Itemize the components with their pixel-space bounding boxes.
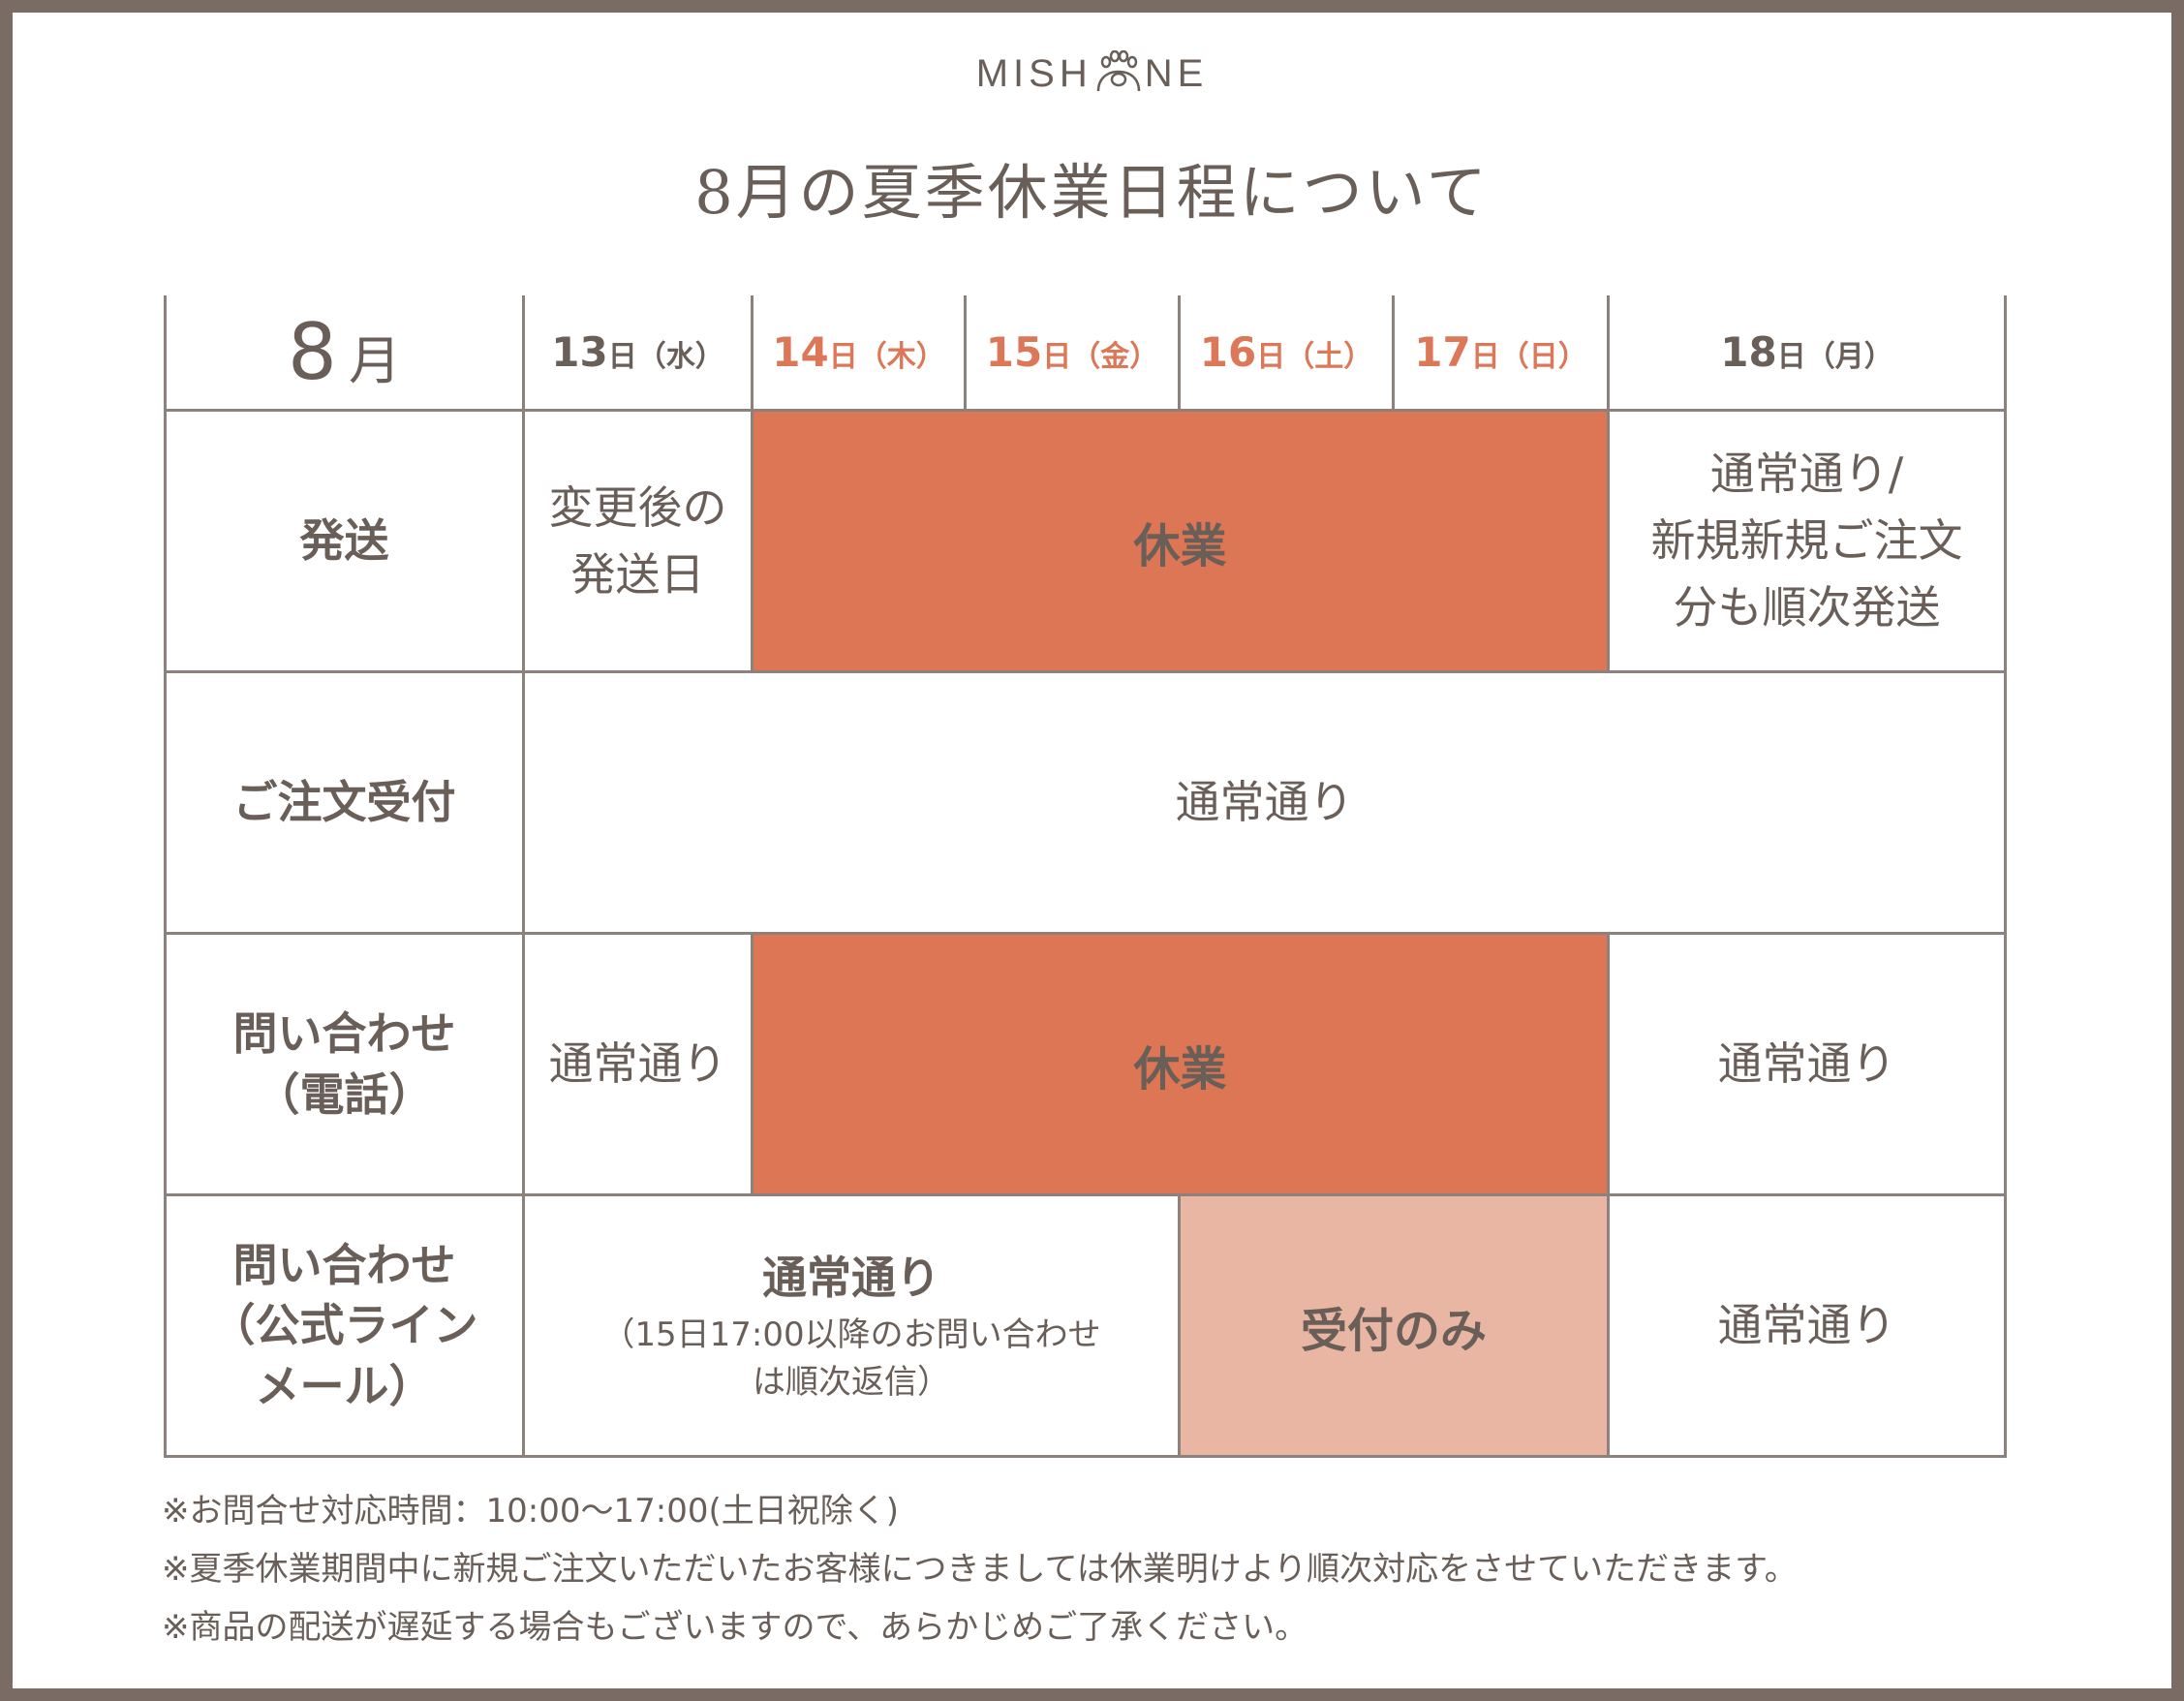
shipping-row: 発送 変更後の 発送日 休業 通常通り/ 新規新規ご注文 分も順次発送 (164, 409, 2007, 673)
day-header-15: 15日（金） (964, 295, 1181, 412)
note-delay: ※商品の配送が遅延する場合もございますので、あらかじめご了承ください。 (162, 1608, 1308, 1647)
note-hours: ※お問合せ対応時間：10:00〜17:00(土日祝除く) (162, 1492, 899, 1531)
line-mail-early-main: 通常通り (762, 1251, 940, 1304)
line-mail-early-sub1: （15日17:00以降のお問い合わせ (601, 1314, 1101, 1354)
day-unit: 日（日） (1470, 340, 1587, 374)
logo-text-left: MISH (975, 51, 1092, 95)
note-new-orders: ※夏季休業期間中に新規ご注文いただいたお客様につきましては休業明けより順次対応を… (162, 1550, 1798, 1589)
day-unit: 日（木） (828, 340, 945, 374)
orders-label: ご注文受付 (164, 670, 525, 935)
shipping-day18-line2: 新規新規ご注文 (1650, 514, 1963, 567)
notes: ※お問合せ対応時間：10:00〜17:00(土日祝除く) ※夏季休業期間中に新規… (162, 1482, 1798, 1656)
line-mail-label: 問い合わせ （公式ライン メール） (164, 1193, 525, 1458)
logo-text-right: NE (1144, 51, 1209, 95)
month-number: 8 (288, 307, 337, 397)
day-number: 18 (1720, 328, 1777, 376)
line-mail-label-line3: メール） (255, 1359, 434, 1412)
day-header-14: 14日（木） (751, 295, 967, 412)
paw-icon (1094, 49, 1143, 97)
day-header-18: 18日（月） (1607, 295, 2007, 412)
day-number: 13 (551, 328, 608, 376)
day-number: 16 (1199, 328, 1257, 376)
shipping-day18-line1: 通常通り/ (1709, 448, 1904, 500)
line-mail-early-sub2: は順次返信） (753, 1363, 950, 1402)
day-unit: 日（土） (1256, 340, 1373, 374)
page-title: 8月の夏季休業日程について (694, 157, 1490, 228)
phone-row: 問い合わせ （電話） 通常通り 休業 通常通り (164, 932, 2007, 1196)
day-header-17: 17日（日） (1392, 295, 1610, 412)
day-number: 14 (772, 328, 829, 376)
shipping-label: 発送 (164, 409, 525, 673)
phone-label-line2: （電話） (255, 1067, 434, 1121)
shipping-day13-line1: 変更後の (548, 480, 727, 534)
phone-label: 問い合わせ （電話） (164, 932, 525, 1196)
phone-label-line1: 問い合わせ (232, 1007, 456, 1061)
line-mail-label-line1: 問い合わせ (232, 1239, 456, 1292)
day-header-13: 13日（水） (522, 295, 754, 412)
orders-all-cell: 通常通り (522, 670, 2007, 935)
phone-closed-cell: 休業 (751, 932, 1610, 1196)
shipping-day18-line3: 分も順次発送 (1673, 581, 1941, 634)
day-number: 17 (1414, 328, 1471, 376)
phone-day18-cell: 通常通り (1607, 932, 2007, 1196)
shipping-day18-cell: 通常通り/ 新規新規ご注文 分も順次発送 (1607, 409, 2007, 673)
day-header-16: 16日（土） (1178, 295, 1395, 412)
month-unit: 月 (348, 330, 401, 391)
brand-logo: MISH NE (0, 49, 2184, 97)
phone-day13-cell: 通常通り (522, 932, 754, 1196)
shipping-day13-line2: 発送日 (570, 547, 705, 601)
day-unit: 日（月） (1776, 340, 1893, 374)
shipping-closed-cell: 休業 (751, 409, 1610, 673)
line-mail-reception-cell: 受付のみ (1178, 1193, 1610, 1458)
day-number: 15 (985, 328, 1043, 376)
day-unit: 日（金） (1042, 340, 1159, 374)
line-mail-row: 問い合わせ （公式ライン メール） 通常通り （15日17:00以降のお問い合わ… (164, 1193, 2007, 1458)
shipping-day13-cell: 変更後の 発送日 (522, 409, 754, 673)
line-mail-label-line2: （公式ライン (210, 1299, 478, 1352)
orders-row: ご注文受付 通常通り (164, 670, 2007, 935)
line-mail-day18-cell: 通常通り (1607, 1193, 2007, 1458)
line-mail-early-cell: 通常通り （15日17:00以降のお問い合わせ は順次返信） (522, 1193, 1181, 1458)
day-unit: 日（水） (607, 340, 724, 374)
